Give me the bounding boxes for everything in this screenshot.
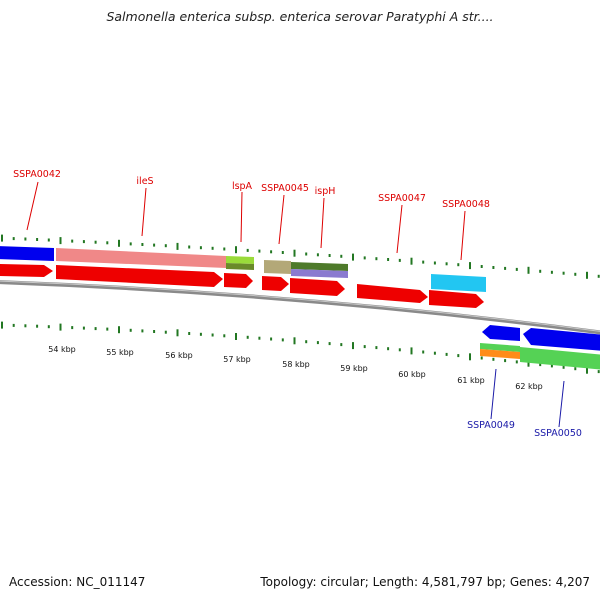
label-leaders <box>26 181 466 261</box>
map-title: Salmonella enterica subsp. enterica sero… <box>106 9 494 24</box>
kbp-label-57: 57 kbp <box>223 355 251 364</box>
label-sspa0048[interactable]: SSPA0048 <box>442 199 490 210</box>
bottom-tick-row <box>1 321 600 374</box>
label-sspa0049[interactable]: SSPA0049 <box>467 420 515 431</box>
cds-arrow-7[interactable] <box>429 290 484 308</box>
top-tick-row <box>1 234 600 279</box>
gene-lspa-bar-lower[interactable] <box>226 263 254 270</box>
gene-sspa0050-bar[interactable] <box>520 347 600 370</box>
label-isph[interactable]: ispH <box>315 186 336 197</box>
cds-arrow-6[interactable] <box>357 284 428 303</box>
reverse-feature-track <box>480 325 600 370</box>
gene-sspa0049-arrow[interactable] <box>482 325 520 341</box>
label-lspa[interactable]: lspA <box>232 181 253 192</box>
bottom-label-leaders <box>490 368 565 428</box>
cds-arrow-1[interactable] <box>0 264 53 277</box>
cds-arrow-4[interactable] <box>262 276 289 291</box>
gene-isph-bar-lower[interactable] <box>291 269 348 278</box>
label-iles[interactable]: ileS <box>136 176 153 187</box>
bottom-feature-labels: SSPA0049 SSPA0050 <box>467 420 582 439</box>
genome-stats-label: Topology: circular; Length: 4,581,797 bp… <box>260 575 590 589</box>
kbp-labels: 54 kbp 55 kbp 56 kbp 57 kbp 58 kbp 59 kb… <box>48 345 543 391</box>
gene-isph-bar[interactable] <box>291 262 348 271</box>
outer-feature-track <box>0 246 486 292</box>
kbp-label-62: 62 kbp <box>515 382 543 391</box>
gene-sspa0049-bar-orange[interactable] <box>480 349 520 359</box>
cds-arrow-2[interactable] <box>56 265 223 287</box>
label-sspa0045[interactable]: SSPA0045 <box>261 183 309 194</box>
accession-label: Accession: NC_011147 <box>9 575 146 589</box>
kbp-label-59: 59 kbp <box>340 364 368 373</box>
cds-arrow-5[interactable] <box>290 278 345 296</box>
label-sspa0050[interactable]: SSPA0050 <box>534 428 582 439</box>
kbp-label-56: 56 kbp <box>165 351 193 360</box>
gene-sspa0045-bar[interactable] <box>264 260 291 274</box>
kbp-label-58: 58 kbp <box>282 360 310 369</box>
gene-sspa0050-arrow[interactable] <box>523 328 600 351</box>
kbp-label-55: 55 kbp <box>106 348 134 357</box>
gene-lspa-bar[interactable] <box>226 256 254 264</box>
top-feature-labels: SSPA0042 ileS lspA SSPA0045 ispH SSPA004… <box>13 169 490 210</box>
genome-backbone <box>0 280 600 335</box>
label-sspa0047[interactable]: SSPA0047 <box>378 193 426 204</box>
gene-sspa0042-bar[interactable] <box>0 246 54 261</box>
gene-sspa0048-bar[interactable] <box>431 274 486 292</box>
cds-arrow-3[interactable] <box>224 273 253 288</box>
forward-cds-track <box>0 264 484 308</box>
kbp-label-60: 60 kbp <box>398 370 426 379</box>
label-sspa0042[interactable]: SSPA0042 <box>13 169 61 180</box>
genome-backbone-highlight <box>0 280 600 332</box>
kbp-label-54: 54 kbp <box>48 345 76 354</box>
kbp-label-61: 61 kbp <box>457 376 485 385</box>
gene-iles-bar[interactable] <box>56 248 226 268</box>
